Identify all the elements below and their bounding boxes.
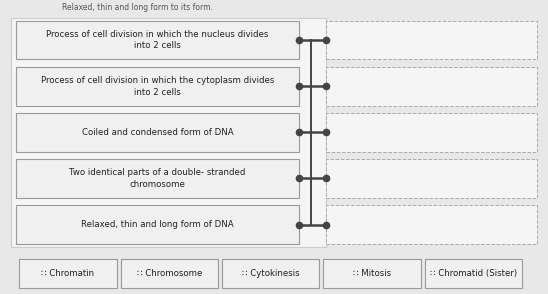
FancyBboxPatch shape bbox=[326, 205, 537, 244]
Text: ∷ Chromatid (Sister): ∷ Chromatid (Sister) bbox=[430, 269, 517, 278]
Text: Two identical parts of a double- stranded
chromosome: Two identical parts of a double- strande… bbox=[70, 168, 246, 189]
FancyBboxPatch shape bbox=[19, 259, 117, 288]
FancyBboxPatch shape bbox=[16, 21, 299, 59]
FancyBboxPatch shape bbox=[326, 67, 537, 106]
Text: ∷ Chromosome: ∷ Chromosome bbox=[136, 269, 202, 278]
FancyBboxPatch shape bbox=[11, 18, 326, 247]
Text: Relaxed, thin and long form to its form.: Relaxed, thin and long form to its form. bbox=[61, 3, 213, 12]
Text: Coiled and condensed form of DNA: Coiled and condensed form of DNA bbox=[82, 128, 233, 137]
FancyBboxPatch shape bbox=[16, 67, 299, 106]
Text: Relaxed, thin and long form of DNA: Relaxed, thin and long form of DNA bbox=[81, 220, 234, 229]
Text: Process of cell division in which the cytoplasm divides
into 2 cells: Process of cell division in which the cy… bbox=[41, 76, 274, 96]
Text: ∷ Cytokinesis: ∷ Cytokinesis bbox=[242, 269, 300, 278]
FancyBboxPatch shape bbox=[121, 259, 218, 288]
Text: Process of cell division in which the nucleus divides
into 2 cells: Process of cell division in which the nu… bbox=[47, 30, 269, 50]
FancyBboxPatch shape bbox=[16, 113, 299, 152]
FancyBboxPatch shape bbox=[326, 159, 537, 198]
Text: ∷ Mitosis: ∷ Mitosis bbox=[353, 269, 391, 278]
FancyBboxPatch shape bbox=[0, 253, 548, 294]
FancyBboxPatch shape bbox=[16, 205, 299, 244]
FancyBboxPatch shape bbox=[425, 259, 522, 288]
FancyBboxPatch shape bbox=[16, 159, 299, 198]
Text: ∷ Chromatin: ∷ Chromatin bbox=[42, 269, 94, 278]
FancyBboxPatch shape bbox=[326, 21, 537, 59]
FancyBboxPatch shape bbox=[326, 113, 537, 152]
FancyBboxPatch shape bbox=[222, 259, 319, 288]
FancyBboxPatch shape bbox=[323, 259, 421, 288]
